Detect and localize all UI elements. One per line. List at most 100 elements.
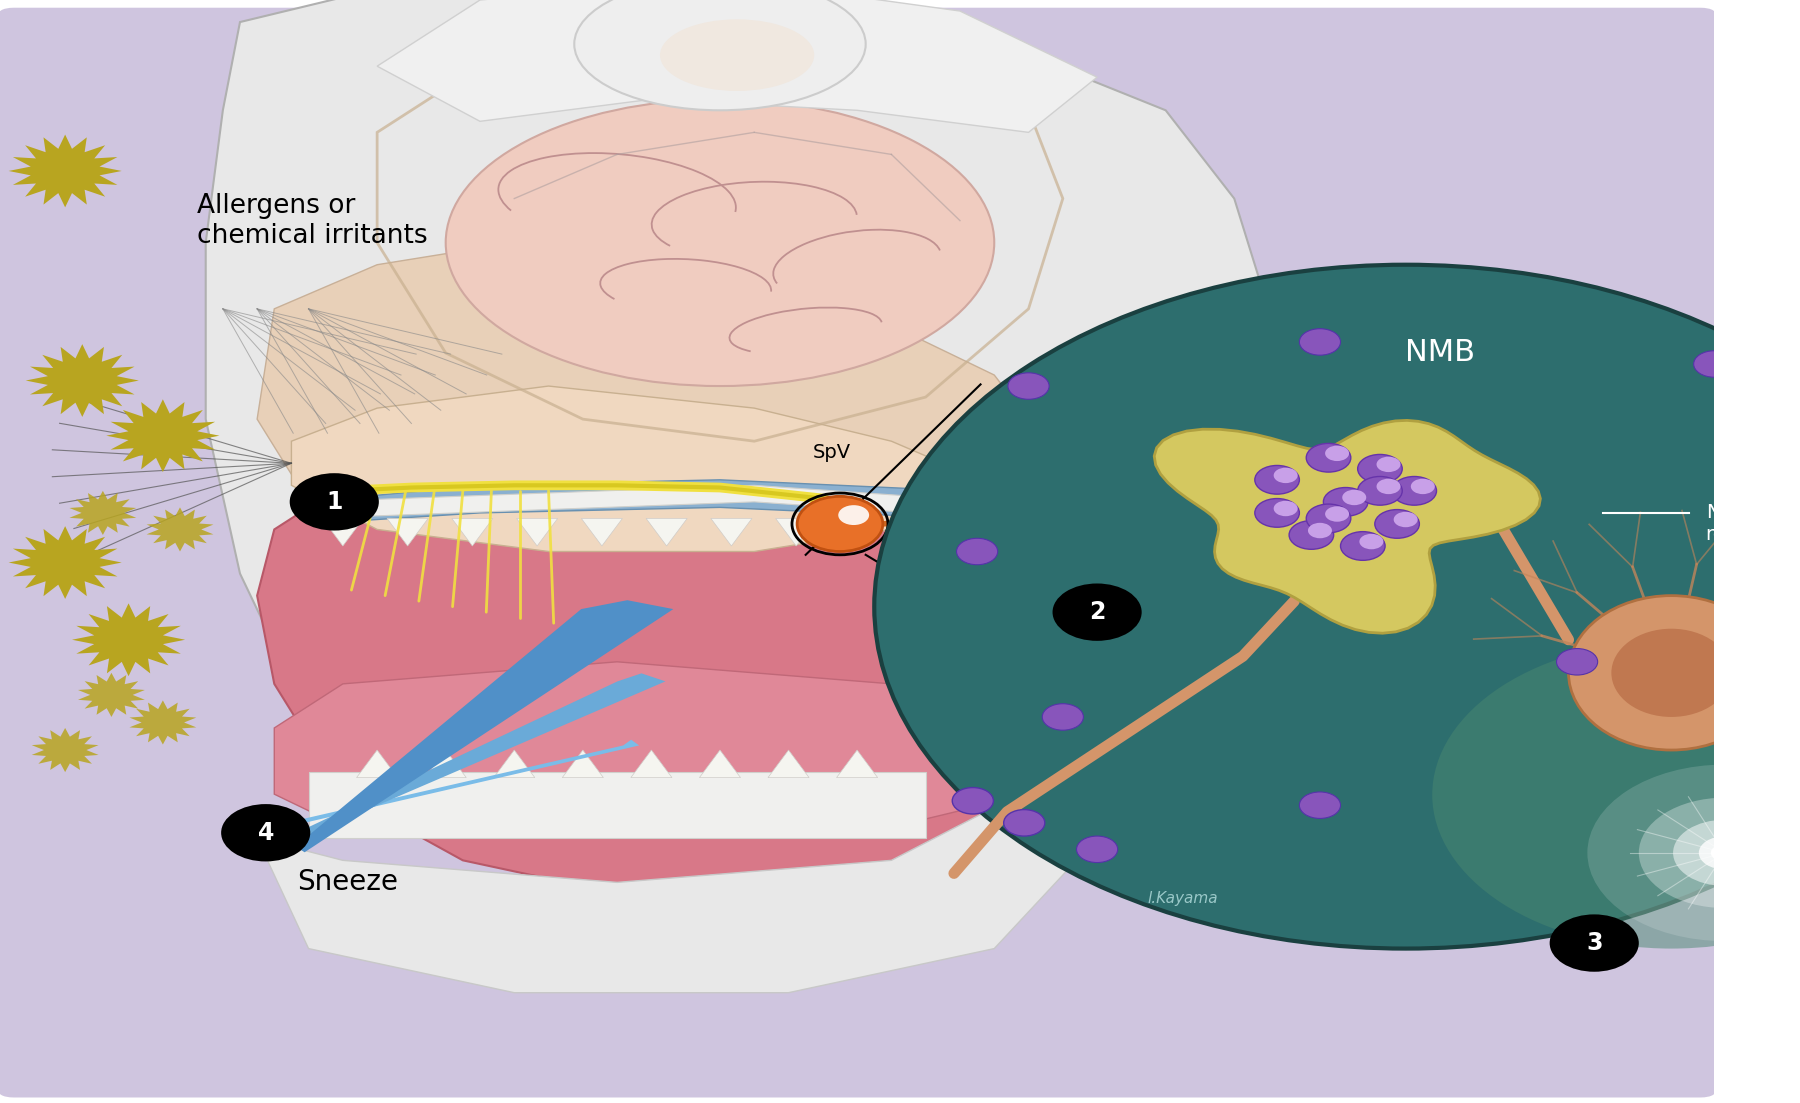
Polygon shape xyxy=(711,518,752,546)
Text: Sneeze: Sneeze xyxy=(297,868,398,897)
Circle shape xyxy=(221,804,310,861)
Circle shape xyxy=(1391,476,1436,505)
Text: l.Kayama: l.Kayama xyxy=(1148,891,1219,907)
Polygon shape xyxy=(299,740,639,824)
Polygon shape xyxy=(776,518,817,546)
Text: cVRG: cVRG xyxy=(968,442,1021,462)
Text: 2: 2 xyxy=(1089,600,1105,624)
FancyBboxPatch shape xyxy=(1116,641,1206,694)
Polygon shape xyxy=(959,496,1166,728)
Polygon shape xyxy=(297,673,666,837)
Circle shape xyxy=(1255,465,1300,494)
Polygon shape xyxy=(387,518,428,546)
Polygon shape xyxy=(257,485,1098,904)
Polygon shape xyxy=(841,518,882,546)
Polygon shape xyxy=(308,480,1062,524)
Polygon shape xyxy=(9,526,122,599)
Circle shape xyxy=(797,496,882,552)
Circle shape xyxy=(1076,836,1118,863)
Circle shape xyxy=(290,473,378,531)
Ellipse shape xyxy=(574,0,866,110)
Circle shape xyxy=(1433,641,1800,949)
Circle shape xyxy=(1557,649,1598,675)
Circle shape xyxy=(1008,373,1049,399)
Circle shape xyxy=(1300,792,1341,818)
Text: Allergens or
chemical irritants: Allergens or chemical irritants xyxy=(198,193,428,248)
Circle shape xyxy=(1255,499,1300,527)
Circle shape xyxy=(1343,490,1366,505)
Polygon shape xyxy=(308,485,994,518)
Polygon shape xyxy=(562,750,603,778)
Circle shape xyxy=(1053,583,1141,641)
Circle shape xyxy=(839,505,869,525)
Polygon shape xyxy=(493,750,535,778)
Circle shape xyxy=(875,265,1800,949)
Text: 1: 1 xyxy=(326,490,342,514)
Circle shape xyxy=(1357,454,1402,483)
Circle shape xyxy=(1672,820,1777,886)
Circle shape xyxy=(1004,810,1044,836)
Polygon shape xyxy=(994,441,1269,695)
Text: 3: 3 xyxy=(1586,931,1602,955)
Circle shape xyxy=(1042,704,1084,730)
Circle shape xyxy=(1309,523,1332,538)
Polygon shape xyxy=(146,507,214,552)
Circle shape xyxy=(1274,501,1298,516)
FancyBboxPatch shape xyxy=(1116,531,1206,583)
Polygon shape xyxy=(77,673,144,717)
Polygon shape xyxy=(581,518,623,546)
Polygon shape xyxy=(274,662,1028,838)
FancyBboxPatch shape xyxy=(1116,696,1206,749)
Polygon shape xyxy=(106,399,220,472)
Ellipse shape xyxy=(907,470,995,545)
Circle shape xyxy=(1325,506,1348,522)
Circle shape xyxy=(1307,443,1350,472)
Polygon shape xyxy=(646,518,688,546)
Polygon shape xyxy=(308,772,925,838)
FancyBboxPatch shape xyxy=(1116,586,1206,639)
Circle shape xyxy=(1377,457,1400,472)
Circle shape xyxy=(1694,351,1735,377)
Circle shape xyxy=(1375,510,1420,538)
Polygon shape xyxy=(295,600,673,853)
Text: SpV: SpV xyxy=(812,442,850,462)
Polygon shape xyxy=(70,491,137,535)
Polygon shape xyxy=(517,518,558,546)
Circle shape xyxy=(1359,534,1384,549)
Polygon shape xyxy=(425,750,466,778)
Polygon shape xyxy=(700,750,740,778)
Polygon shape xyxy=(322,518,364,546)
Polygon shape xyxy=(905,518,947,546)
Circle shape xyxy=(1274,468,1298,483)
Ellipse shape xyxy=(446,99,994,386)
Circle shape xyxy=(1377,479,1400,494)
Polygon shape xyxy=(9,135,122,207)
Circle shape xyxy=(1300,329,1341,355)
Polygon shape xyxy=(25,344,139,417)
Polygon shape xyxy=(837,750,878,778)
Circle shape xyxy=(1588,764,1800,941)
Circle shape xyxy=(1341,532,1384,560)
Circle shape xyxy=(1710,844,1739,861)
Circle shape xyxy=(1393,512,1418,527)
Polygon shape xyxy=(32,728,99,772)
Circle shape xyxy=(1638,797,1800,908)
Circle shape xyxy=(1411,479,1435,494)
Polygon shape xyxy=(356,750,398,778)
Polygon shape xyxy=(452,518,493,546)
Circle shape xyxy=(1357,476,1402,505)
Polygon shape xyxy=(130,700,196,745)
Circle shape xyxy=(1699,836,1750,869)
Text: NMB: NMB xyxy=(1406,339,1474,367)
Ellipse shape xyxy=(1611,629,1732,717)
Circle shape xyxy=(1323,488,1368,516)
Circle shape xyxy=(1307,504,1350,533)
Polygon shape xyxy=(378,0,1098,132)
FancyBboxPatch shape xyxy=(0,8,1717,1097)
Polygon shape xyxy=(257,772,1098,993)
Polygon shape xyxy=(630,750,671,778)
Text: NMB
receptors: NMB receptors xyxy=(1706,503,1798,545)
Polygon shape xyxy=(292,386,994,552)
Circle shape xyxy=(956,538,997,565)
Circle shape xyxy=(1325,446,1348,461)
